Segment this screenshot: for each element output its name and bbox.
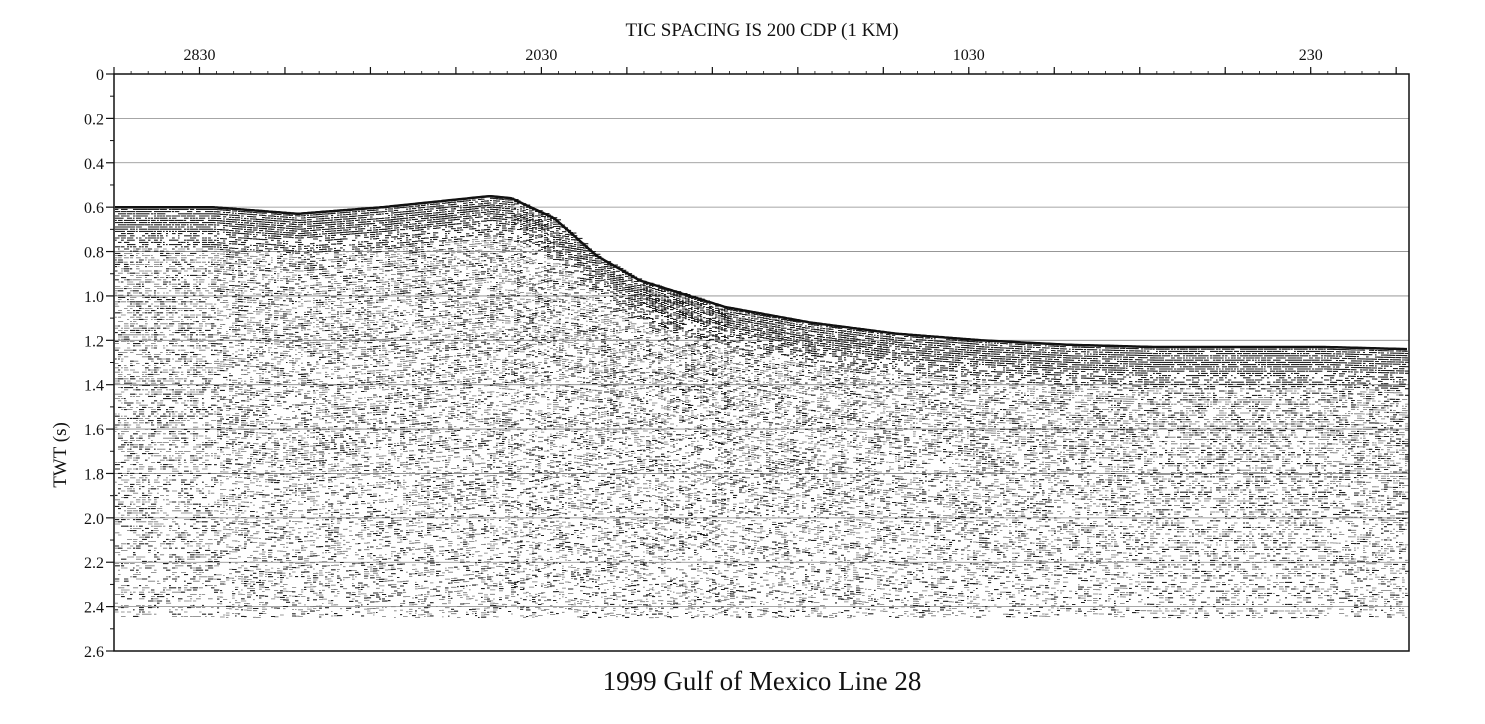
x-tick-label: 2830: [183, 47, 215, 64]
y-tick-label: 2.4: [84, 600, 104, 617]
y-tick-label: 1.8: [84, 466, 104, 483]
y-tick-label: 2.2: [84, 555, 104, 572]
reflector-weak: [115, 237, 1409, 619]
x-tick-label: 2030: [525, 47, 557, 64]
y-tick-label: 2.6: [84, 644, 104, 661]
x-axis: 2830 2030 1030 230: [113, 47, 1397, 74]
top-axis-title: TIC SPACING IS 200 CDP (1 KM): [625, 20, 898, 41]
x-tick-label: 230: [1299, 47, 1323, 64]
y-tick-label: 0.8: [84, 245, 104, 262]
chart-title: 1999 Gulf of Mexico Line 28: [603, 666, 922, 696]
y-tick-label: 1.0: [84, 289, 104, 306]
y-tick-label: 0.6: [84, 200, 104, 217]
y-tick-label: 0.2: [84, 111, 104, 128]
y-tick-label: 1.4: [84, 378, 104, 395]
y-tick-label: 1.2: [84, 333, 104, 350]
y-tick-label: 0: [96, 67, 104, 84]
y-tick-label: 2.0: [84, 511, 104, 528]
y-tick-label: 1.6: [84, 422, 104, 439]
y-axis: 0 0.2 0.4 0.6 0.8 1.0 1.2 1.4 1.6 1.8 2.0 2.2 2.4 2.6: [84, 67, 114, 661]
y-tick-label: 0.4: [84, 156, 104, 173]
seismic-traces: [115, 194, 1409, 619]
seafloor-reflector: [115, 194, 1407, 351]
x-tick-label: 1030: [953, 47, 985, 64]
seismic-data: [115, 194, 1409, 619]
reflector-strong: [115, 195, 1409, 619]
y-axis-label: TWT (s): [50, 422, 71, 488]
